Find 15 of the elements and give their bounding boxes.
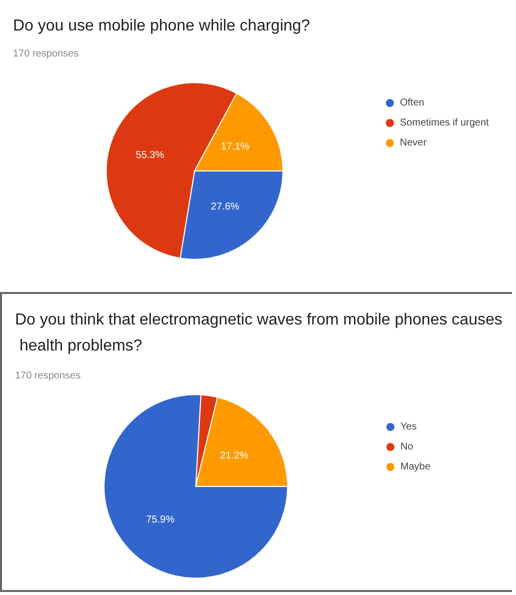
- chart-title: Do you think that electromagnetic waves from mobile phones causes health problems?: [15, 312, 502, 354]
- data-label: 55.3%: [136, 150, 164, 162]
- legend-label: No: [400, 442, 414, 452]
- data-label: 27.6%: [210, 201, 240, 212]
- legend-label: Yes: [400, 422, 417, 432]
- chart-title: Do you use mobile phone while charging?: [13, 18, 310, 34]
- legend-label: Maybe: [400, 462, 431, 472]
- legend-label: Sometimes if urgent: [400, 118, 490, 128]
- legend-label: Never: [400, 138, 428, 148]
- data-label: 75.9%: [146, 514, 175, 526]
- chart-subtitle: 170 responses: [13, 48, 79, 60]
- data-label: 21.2%: [220, 450, 249, 462]
- data-label: 17.1%: [220, 141, 250, 152]
- chart-subtitle: 170 responses: [15, 370, 81, 382]
- legend-label: Often: [400, 98, 424, 108]
